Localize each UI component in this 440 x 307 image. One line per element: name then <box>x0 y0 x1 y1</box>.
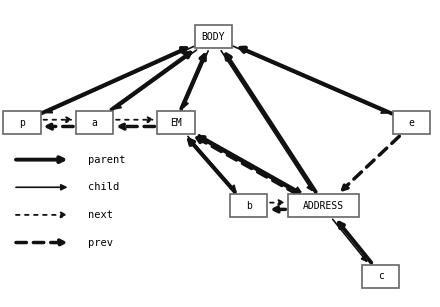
Bar <box>76 111 114 134</box>
Text: a: a <box>92 118 98 128</box>
Text: parent: parent <box>88 155 125 165</box>
Bar <box>194 25 232 48</box>
Bar <box>288 194 359 217</box>
Bar <box>4 111 40 134</box>
Text: p: p <box>19 118 25 128</box>
Text: ADDRESS: ADDRESS <box>303 201 344 211</box>
Text: c: c <box>378 271 384 281</box>
Text: BODY: BODY <box>202 32 225 42</box>
Text: prev: prev <box>88 238 113 247</box>
Text: e: e <box>408 118 414 128</box>
Text: EM: EM <box>170 118 182 128</box>
Bar <box>393 111 430 134</box>
Text: b: b <box>246 201 252 211</box>
Text: child: child <box>88 182 119 192</box>
Bar <box>362 265 400 288</box>
Bar <box>158 111 195 134</box>
Text: next: next <box>88 210 113 220</box>
Bar <box>230 194 268 217</box>
